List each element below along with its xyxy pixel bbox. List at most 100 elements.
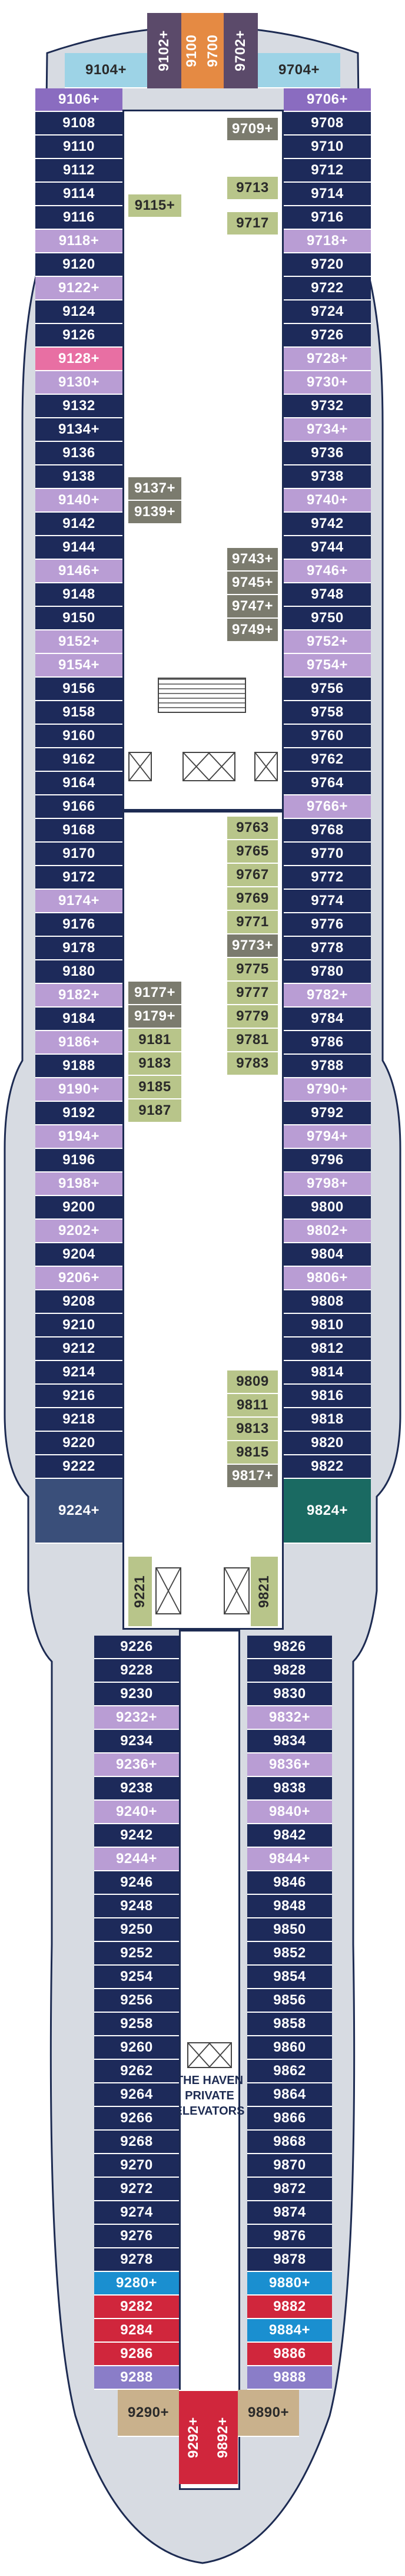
cabin-9278[interactable]: 9278: [94, 2248, 179, 2272]
cabin-9802-plus[interactable]: 9802+: [284, 1220, 371, 1243]
cabin-9848[interactable]: 9848: [247, 1895, 332, 1918]
cabin-9292-plus[interactable]: 9292+: [179, 2390, 208, 2484]
cabin-9230[interactable]: 9230: [94, 1683, 179, 1706]
cabin-9742[interactable]: 9742: [284, 513, 371, 536]
cabin-9886[interactable]: 9886: [247, 2343, 332, 2366]
cabin-9118-plus[interactable]: 9118+: [35, 230, 122, 253]
cabin-9798-plus[interactable]: 9798+: [284, 1173, 371, 1196]
cabin-9248[interactable]: 9248: [94, 1895, 179, 1918]
cabin-9716[interactable]: 9716: [284, 206, 371, 230]
cabin-9170[interactable]: 9170: [35, 843, 122, 866]
cabin-9744[interactable]: 9744: [284, 536, 371, 560]
cabin-9844-plus[interactable]: 9844+: [247, 1848, 332, 1871]
cabin-9882[interactable]: 9882: [247, 2296, 332, 2319]
cabin-9242[interactable]: 9242: [94, 1824, 179, 1848]
cabin-9256[interactable]: 9256: [94, 1989, 179, 2013]
cabin-9132[interactable]: 9132: [35, 395, 122, 418]
cabin-9813[interactable]: 9813: [227, 1418, 278, 1441]
cabin-9747-plus[interactable]: 9747+: [227, 595, 278, 619]
cabin-9177-plus[interactable]: 9177+: [128, 982, 181, 1005]
cabin-9200[interactable]: 9200: [35, 1196, 122, 1220]
cabin-9822[interactable]: 9822: [284, 1455, 371, 1479]
cabin-9746-plus[interactable]: 9746+: [284, 560, 371, 583]
cabin-9232-plus[interactable]: 9232+: [94, 1706, 179, 1730]
cabin-9862[interactable]: 9862: [247, 2060, 332, 2083]
cabin-9128-plus[interactable]: 9128+: [35, 348, 122, 371]
cabin-9806-plus[interactable]: 9806+: [284, 1267, 371, 1290]
cabin-9262[interactable]: 9262: [94, 2060, 179, 2083]
cabin-9110[interactable]: 9110: [35, 136, 122, 159]
cabin-9767[interactable]: 9767: [227, 864, 278, 887]
cabin-9142[interactable]: 9142: [35, 513, 122, 536]
cabin-9714[interactable]: 9714: [284, 183, 371, 206]
cabin-9204[interactable]: 9204: [35, 1243, 122, 1267]
cabin-9775[interactable]: 9775: [227, 958, 278, 982]
cabin-9134-plus[interactable]: 9134+: [35, 418, 122, 442]
cabin-9763[interactable]: 9763: [227, 817, 278, 840]
cabin-9187[interactable]: 9187: [128, 1099, 181, 1123]
cabin-9272[interactable]: 9272: [94, 2178, 179, 2201]
cabin-9264[interactable]: 9264: [94, 2083, 179, 2107]
cabin-9284[interactable]: 9284: [94, 2319, 179, 2343]
cabin-9856[interactable]: 9856: [247, 1989, 332, 2013]
cabin-9192[interactable]: 9192: [35, 1102, 122, 1125]
cabin-9154-plus[interactable]: 9154+: [35, 654, 122, 678]
cabin-9765[interactable]: 9765: [227, 840, 278, 864]
cabin-9198-plus[interactable]: 9198+: [35, 1173, 122, 1196]
cabin-9162[interactable]: 9162: [35, 748, 122, 772]
cabin-9814[interactable]: 9814: [284, 1361, 371, 1385]
cabin-9769[interactable]: 9769: [227, 887, 278, 911]
cabin-9126[interactable]: 9126: [35, 324, 122, 348]
cabin-9148[interactable]: 9148: [35, 583, 122, 607]
cabin-9786[interactable]: 9786: [284, 1031, 371, 1055]
cabin-9717[interactable]: 9717: [227, 212, 278, 236]
cabin-9880-plus[interactable]: 9880+: [247, 2272, 332, 2296]
cabin-9252[interactable]: 9252: [94, 1942, 179, 1966]
cabin-9788[interactable]: 9788: [284, 1055, 371, 1078]
cabin-9745-plus[interactable]: 9745+: [227, 572, 278, 595]
cabin-9770[interactable]: 9770: [284, 843, 371, 866]
cabin-9713[interactable]: 9713: [227, 177, 278, 200]
cabin-9702-plus[interactable]: 9702+: [224, 12, 258, 88]
cabin-9826[interactable]: 9826: [247, 1636, 332, 1659]
cabin-9288[interactable]: 9288: [94, 2366, 179, 2390]
cabin-9800[interactable]: 9800: [284, 1196, 371, 1220]
cabin-9202-plus[interactable]: 9202+: [35, 1220, 122, 1243]
cabin-9160[interactable]: 9160: [35, 725, 122, 748]
cabin-9760[interactable]: 9760: [284, 725, 371, 748]
cabin-9804[interactable]: 9804: [284, 1243, 371, 1267]
cabin-9188[interactable]: 9188: [35, 1055, 122, 1078]
cabin-9846[interactable]: 9846: [247, 1871, 332, 1895]
cabin-9704-plus[interactable]: 9704+: [258, 53, 340, 88]
cabin-9850[interactable]: 9850: [247, 1918, 332, 1942]
cabin-9771[interactable]: 9771: [227, 911, 278, 934]
cabin-9811[interactable]: 9811: [227, 1394, 278, 1418]
cabin-9818[interactable]: 9818: [284, 1408, 371, 1432]
cabin-9712[interactable]: 9712: [284, 159, 371, 183]
cabin-9244-plus[interactable]: 9244+: [94, 1848, 179, 1871]
cabin-9888[interactable]: 9888: [247, 2366, 332, 2390]
cabin-9180[interactable]: 9180: [35, 960, 122, 984]
cabin-9158[interactable]: 9158: [35, 701, 122, 725]
cabin-9816[interactable]: 9816: [284, 1385, 371, 1408]
cabin-9140-plus[interactable]: 9140+: [35, 489, 122, 513]
cabin-9282[interactable]: 9282: [94, 2296, 179, 2319]
cabin-9270[interactable]: 9270: [94, 2154, 179, 2178]
cabin-9749-plus[interactable]: 9749+: [227, 619, 278, 642]
cabin-9782-plus[interactable]: 9782+: [284, 984, 371, 1008]
cabin-9740-plus[interactable]: 9740+: [284, 489, 371, 513]
cabin-9280-plus[interactable]: 9280+: [94, 2272, 179, 2296]
cabin-9222[interactable]: 9222: [35, 1455, 122, 1479]
cabin-9206-plus[interactable]: 9206+: [35, 1267, 122, 1290]
cabin-9810[interactable]: 9810: [284, 1314, 371, 1337]
cabin-9832-plus[interactable]: 9832+: [247, 1706, 332, 1730]
cabin-9794-plus[interactable]: 9794+: [284, 1125, 371, 1149]
cabin-9234[interactable]: 9234: [94, 1730, 179, 1753]
cabin-9776[interactable]: 9776: [284, 913, 371, 937]
cabin-9226[interactable]: 9226: [94, 1636, 179, 1659]
cabin-9780[interactable]: 9780: [284, 960, 371, 984]
cabin-9181[interactable]: 9181: [128, 1029, 181, 1052]
cabin-9220[interactable]: 9220: [35, 1432, 122, 1455]
cabin-9116[interactable]: 9116: [35, 206, 122, 230]
cabin-9115-plus[interactable]: 9115+: [128, 194, 181, 218]
